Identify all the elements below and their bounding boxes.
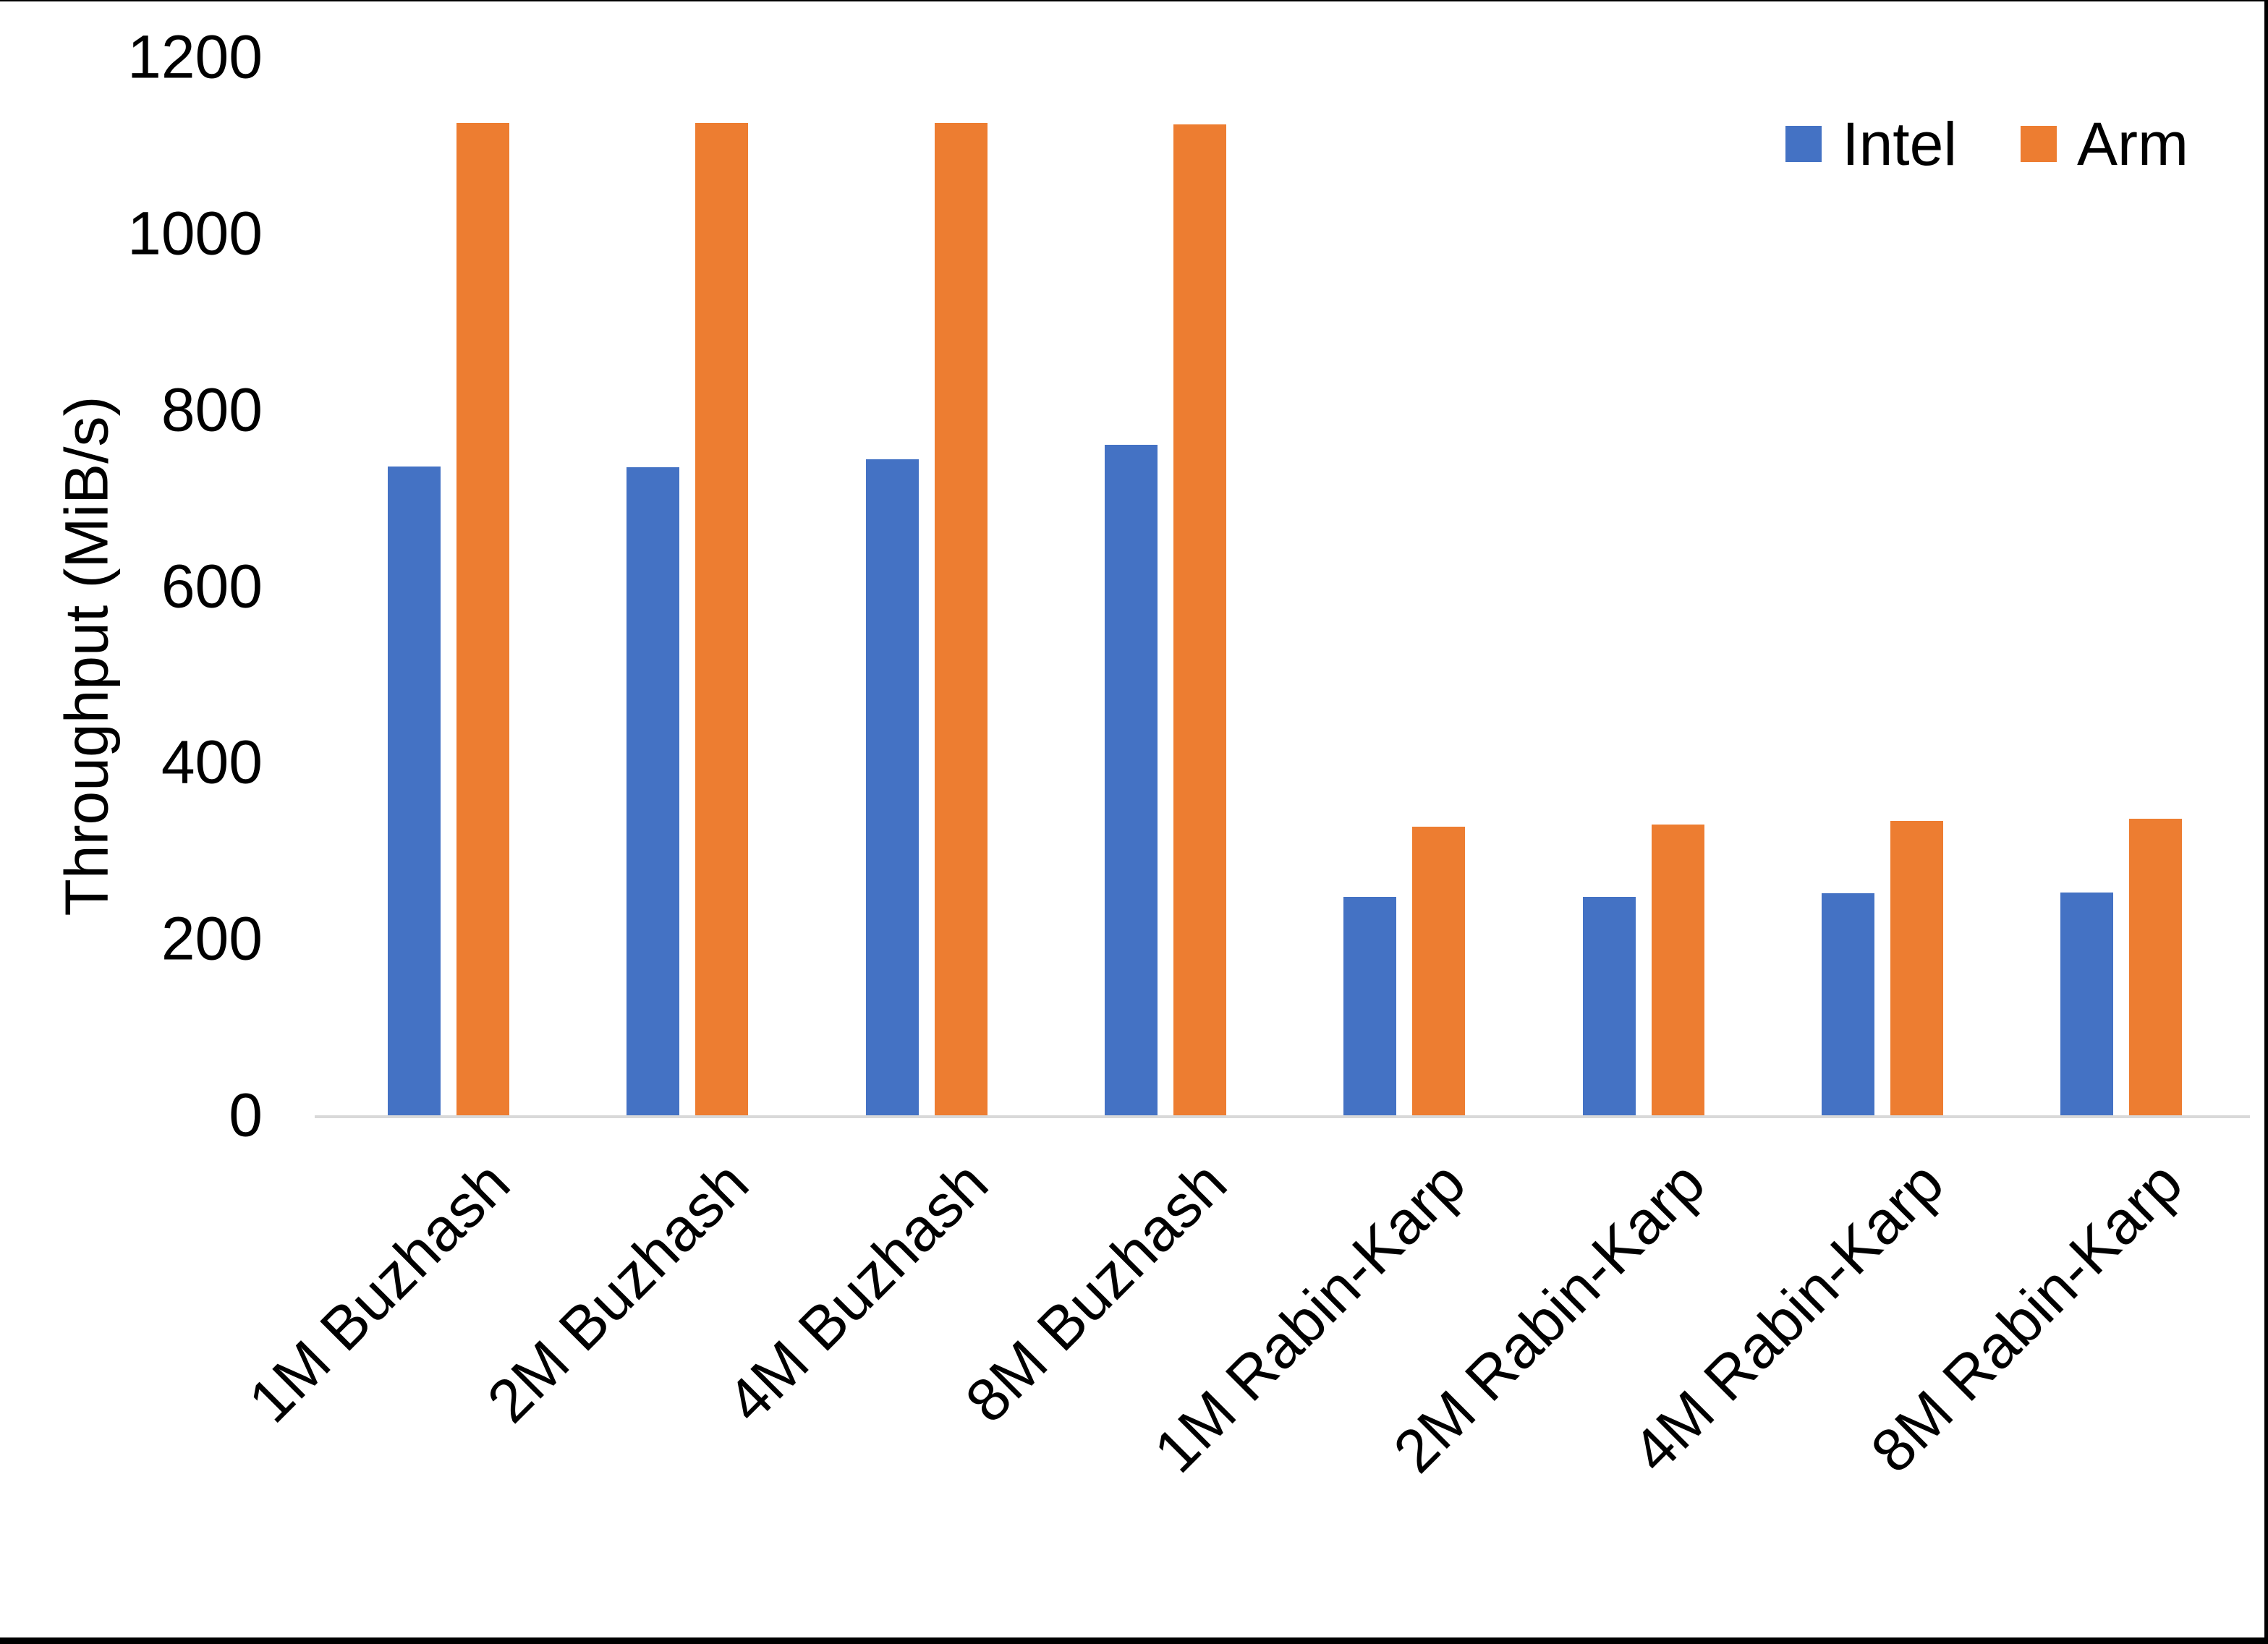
- bar-intel-1m-buzhash: [388, 467, 441, 1115]
- bar-arm-4m-rabin-karp: [1890, 821, 1943, 1115]
- bar-intel-8m-buzhash: [1105, 445, 1158, 1115]
- bar-arm-8m-rabin-karp: [2129, 819, 2182, 1115]
- legend: Intel Arm: [1785, 114, 2188, 174]
- legend-label-intel: Intel: [1842, 110, 1958, 178]
- bar-arm-8m-buzhash: [1173, 124, 1226, 1115]
- legend-item-arm: Arm: [2021, 114, 2188, 174]
- bar-intel-4m-rabin-karp: [1822, 893, 1874, 1115]
- legend-label-arm: Arm: [2077, 110, 2188, 178]
- bar-arm-2m-rabin-karp: [1652, 825, 1704, 1115]
- bar-intel-2m-rabin-karp: [1583, 897, 1636, 1115]
- bar-arm-2m-buzhash: [695, 123, 748, 1115]
- bar-arm-4m-buzhash: [935, 123, 988, 1115]
- bar-intel-4m-buzhash: [866, 459, 919, 1115]
- bar-arm-1m-rabin-karp: [1412, 827, 1465, 1115]
- y-tick-1000: 1000: [127, 199, 263, 268]
- bar-intel-2m-buzhash: [627, 467, 679, 1115]
- legend-swatch-arm: [2021, 126, 2057, 162]
- legend-swatch-intel: [1785, 126, 1822, 162]
- y-tick-1200: 1200: [127, 22, 263, 91]
- bar-arm-1m-buzhash: [456, 123, 509, 1115]
- y-tick-400: 400: [161, 728, 263, 796]
- y-tick-200: 200: [161, 904, 263, 973]
- bottom-border: [0, 1637, 2264, 1644]
- bar-intel-8m-rabin-karp: [2060, 893, 2113, 1115]
- bar-intel-1m-rabin-karp: [1343, 897, 1396, 1115]
- x-axis-line: [315, 1115, 2250, 1118]
- y-tick-0: 0: [229, 1081, 263, 1149]
- legend-item-intel: Intel: [1785, 114, 1957, 174]
- y-axis-title: Throughput (MiB/s): [52, 396, 121, 916]
- y-tick-800: 800: [161, 375, 263, 444]
- y-tick-600: 600: [161, 552, 263, 620]
